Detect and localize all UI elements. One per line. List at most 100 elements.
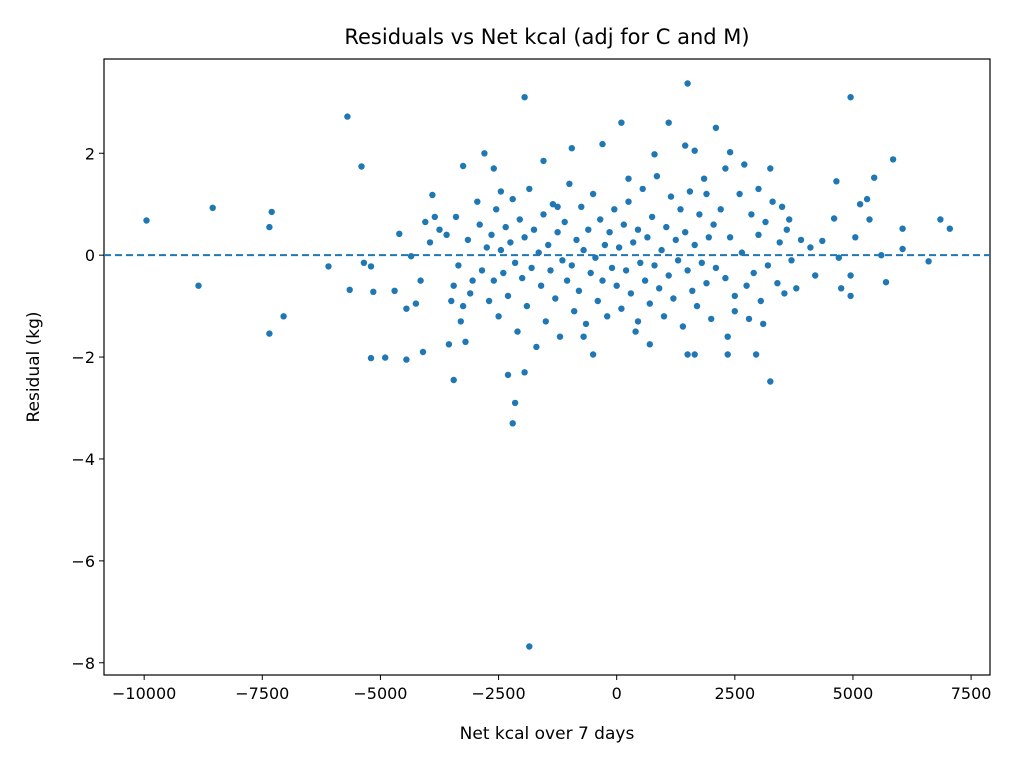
data-point (407, 253, 415, 260)
data-point (502, 223, 509, 231)
data-point (580, 333, 587, 340)
data-point (509, 195, 516, 203)
data-point (672, 236, 679, 244)
data-point (450, 376, 457, 384)
data-point (743, 282, 750, 289)
data-point (646, 341, 653, 348)
data-point (589, 190, 597, 198)
data-point (476, 221, 483, 228)
data-point (521, 94, 528, 101)
data-point (582, 320, 590, 328)
data-point (523, 302, 531, 310)
data-point (665, 119, 672, 126)
data-point (724, 333, 731, 340)
x-tick-label: −10000 (112, 684, 176, 703)
data-point (738, 249, 746, 256)
data-point (847, 292, 854, 300)
data-point (391, 287, 398, 294)
data-point (568, 262, 575, 269)
data-point (382, 354, 389, 361)
data-point (878, 252, 885, 259)
data-point (431, 213, 438, 221)
data-point (485, 297, 493, 305)
data-point (760, 320, 767, 328)
data-point (684, 80, 691, 87)
data-point (601, 241, 609, 249)
data-point (549, 201, 557, 208)
data-point (726, 149, 734, 156)
data-point (467, 290, 474, 297)
data-point (696, 211, 703, 218)
data-point (637, 259, 644, 266)
data-point (684, 267, 691, 274)
data-point (812, 272, 819, 279)
data-point (450, 282, 457, 289)
data-point (752, 351, 760, 358)
data-point (367, 354, 375, 362)
data-point (481, 150, 488, 157)
axes-frame (103, 58, 991, 676)
data-point (429, 191, 436, 199)
y-tick-label: 2 (85, 144, 95, 163)
data-point (280, 313, 287, 320)
data-point (459, 162, 467, 170)
data-point (882, 279, 890, 286)
data-point (561, 218, 568, 226)
data-point (899, 245, 906, 253)
data-point (426, 239, 434, 246)
data-point (552, 295, 559, 302)
data-point (521, 234, 528, 241)
data-point (436, 226, 443, 233)
data-point (613, 282, 620, 289)
data-point (741, 161, 748, 168)
data-point (833, 178, 840, 185)
y-tick-label: 0 (85, 246, 95, 265)
data-point (559, 257, 566, 264)
data-point (266, 223, 273, 231)
data-point (838, 285, 845, 292)
data-point (807, 244, 814, 251)
data-point (847, 94, 854, 101)
data-point (474, 198, 481, 205)
data-point (478, 267, 486, 274)
data-point (268, 208, 275, 216)
data-point (412, 300, 420, 307)
data-point (708, 315, 715, 323)
data-point (712, 264, 720, 272)
y-tick-label: −6 (71, 552, 95, 571)
data-point (736, 190, 743, 198)
data-point (266, 330, 273, 337)
data-point (504, 371, 512, 379)
data-point (469, 277, 476, 284)
data-point (422, 218, 429, 226)
data-point (462, 338, 469, 345)
data-point (143, 217, 150, 224)
data-point (630, 239, 637, 246)
data-point (644, 234, 651, 241)
data-point (195, 282, 202, 289)
data-point (578, 203, 585, 210)
data-point (622, 267, 630, 274)
data-point (651, 151, 658, 158)
data-point (360, 259, 368, 266)
data-point (788, 257, 795, 264)
data-point (587, 269, 594, 277)
data-point (625, 175, 632, 182)
data-point (592, 254, 599, 261)
data-point (670, 295, 677, 302)
data-point (445, 341, 453, 348)
data-point (526, 185, 533, 193)
y-tick-label: −8 (71, 654, 95, 673)
data-point (641, 277, 649, 284)
data-point (830, 215, 838, 222)
data-point (497, 188, 505, 195)
data-point (589, 351, 597, 358)
data-point (925, 258, 932, 265)
data-point (509, 420, 516, 427)
data-point (856, 201, 864, 208)
data-point (899, 225, 906, 232)
data-point (776, 239, 783, 246)
data-point (344, 113, 351, 120)
data-point (726, 234, 734, 241)
